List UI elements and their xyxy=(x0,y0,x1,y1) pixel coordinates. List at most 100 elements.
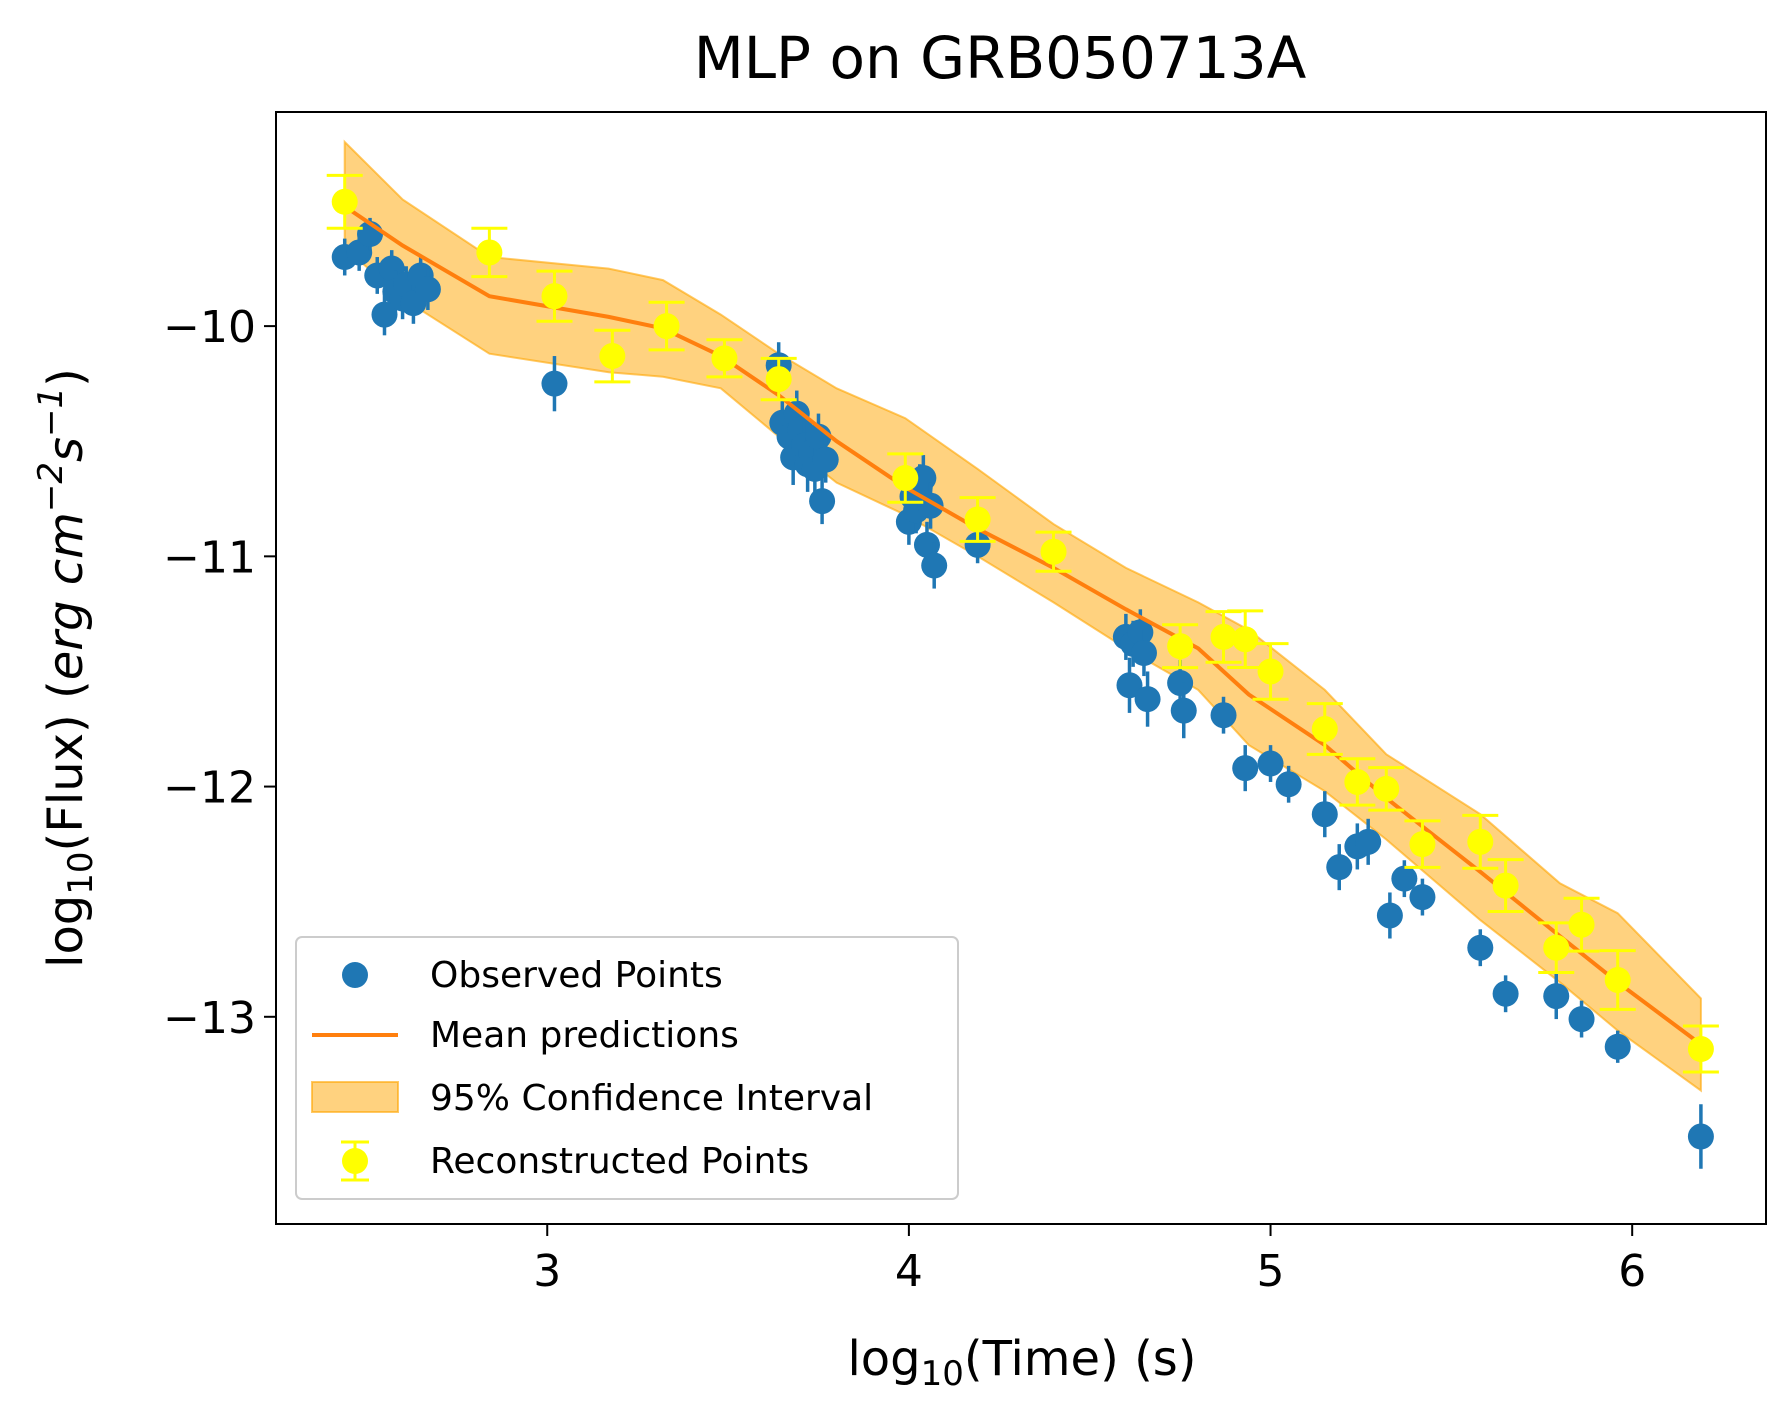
reconstructed-point xyxy=(1306,702,1343,756)
observed-marker xyxy=(1130,640,1157,667)
x-tick-label: 4 xyxy=(895,1246,923,1297)
observed-marker xyxy=(921,552,948,579)
observed-marker xyxy=(809,488,836,515)
observed-marker xyxy=(1127,619,1154,646)
plot-area xyxy=(326,139,1719,1169)
reconstructed-marker xyxy=(711,345,738,372)
legend-label-band: 95% Confidence Interval xyxy=(430,1078,873,1119)
observed-marker xyxy=(1568,1006,1595,1033)
observed-point xyxy=(1543,973,1570,1020)
y-axis-label: log10(Flux) (erg cm−2s−1) xyxy=(31,368,101,968)
reconstructed-point xyxy=(1462,813,1499,870)
legend-label-reconstructed: Reconstructed Points xyxy=(430,1141,809,1182)
reconstructed-point xyxy=(1162,623,1199,670)
observed-point xyxy=(1492,975,1519,1013)
reconstructed-marker xyxy=(1568,911,1595,938)
observed-marker xyxy=(414,276,441,303)
x-tick-label: 5 xyxy=(1257,1246,1285,1297)
observed-marker xyxy=(1687,1123,1714,1150)
x-tick-label: 3 xyxy=(533,1246,561,1297)
observed-point xyxy=(921,542,948,589)
reconstructed-marker xyxy=(1344,768,1371,795)
observed-point xyxy=(1355,818,1382,865)
axis-ticks: 3 4 5 6 −10 −11 −12 −13 xyxy=(163,302,1646,1297)
legend-marker-band xyxy=(311,1081,399,1113)
reconstructed-marker xyxy=(1373,775,1400,802)
reconstructed-marker xyxy=(1040,538,1067,565)
observed-marker xyxy=(1604,1033,1631,1060)
observed-point xyxy=(1275,765,1302,803)
observed-point xyxy=(1130,630,1157,677)
observed-marker xyxy=(1210,702,1237,729)
plot-frame xyxy=(275,111,1767,1225)
reconstructed-point xyxy=(1404,819,1441,869)
reconstructed-marker xyxy=(1604,966,1631,993)
legend-label-mean: Mean predictions xyxy=(430,1015,739,1056)
observed-marker xyxy=(812,446,839,473)
reconstructed-point xyxy=(471,226,508,279)
reconstructed-marker xyxy=(1257,658,1284,685)
reconstructed-point xyxy=(1487,858,1524,913)
y-tick-label: −10 xyxy=(163,302,256,353)
observed-point xyxy=(1568,1000,1595,1038)
observed-marker xyxy=(1170,697,1197,724)
reconstructed-marker xyxy=(765,366,792,393)
reconstructed-marker xyxy=(964,506,991,533)
observed-point xyxy=(1134,671,1161,727)
reconstructed-marker xyxy=(541,283,568,310)
observed-point xyxy=(1326,844,1353,891)
reconstructed-point xyxy=(1682,1024,1719,1074)
reconstructed-marker xyxy=(1409,831,1436,858)
reconstructed-marker xyxy=(331,188,358,215)
observed-marker xyxy=(1376,902,1403,929)
observed-point xyxy=(1257,745,1284,782)
observed-point xyxy=(1170,682,1197,739)
observed-point xyxy=(1210,696,1237,734)
reconstructed-marker xyxy=(1232,626,1259,653)
legend-frame xyxy=(295,936,959,1200)
reconstructed-point xyxy=(959,496,996,543)
observed-marker xyxy=(1492,980,1519,1007)
x-axis-label: log10(Time) (s) xyxy=(847,1331,1196,1394)
reconstructed-point xyxy=(1538,921,1575,975)
mean-prediction-line xyxy=(343,204,1703,1047)
reconstructed-marker xyxy=(1210,623,1237,650)
observed-point xyxy=(1687,1104,1714,1169)
reconstructed-point xyxy=(1252,642,1289,701)
observed-marker xyxy=(1167,669,1194,696)
observed-marker xyxy=(371,301,398,328)
reconstructed-point xyxy=(706,338,743,379)
observed-point xyxy=(1376,892,1403,939)
reconstructed-point xyxy=(1035,530,1072,573)
legend-label-observed: Observed Points xyxy=(430,955,723,996)
observed-marker xyxy=(1467,934,1494,961)
y-tick-label: −11 xyxy=(163,532,256,583)
reconstructed-marker xyxy=(1167,633,1194,660)
reconstructed-marker xyxy=(1543,934,1570,961)
reconstructed-marker xyxy=(1311,716,1338,743)
observed-marker xyxy=(1543,983,1570,1010)
y-tick-label: −12 xyxy=(163,763,256,814)
observed-marker xyxy=(1409,884,1436,911)
reconstructed-marker xyxy=(1467,828,1494,855)
reconstructed-marker xyxy=(1492,872,1519,899)
observed-point xyxy=(812,436,839,483)
observed-marker xyxy=(1232,755,1259,782)
observed-point xyxy=(1409,878,1436,916)
observed-marker xyxy=(541,370,568,397)
reconstructed-point xyxy=(326,173,363,230)
observed-marker xyxy=(1257,750,1284,777)
legend-marker-reconstructed xyxy=(341,1140,369,1182)
observed-point xyxy=(1604,1030,1631,1063)
reconstructed-marker xyxy=(476,239,503,266)
reconstructed-point xyxy=(760,356,797,402)
observed-marker xyxy=(1134,686,1161,713)
observed-point xyxy=(1116,657,1143,713)
reconstructed-marker xyxy=(653,313,680,340)
reconstructed-point xyxy=(1368,766,1405,812)
reconstructed-point xyxy=(594,328,631,384)
y-tick-label: −13 xyxy=(163,993,256,1044)
observed-marker xyxy=(1311,801,1338,828)
